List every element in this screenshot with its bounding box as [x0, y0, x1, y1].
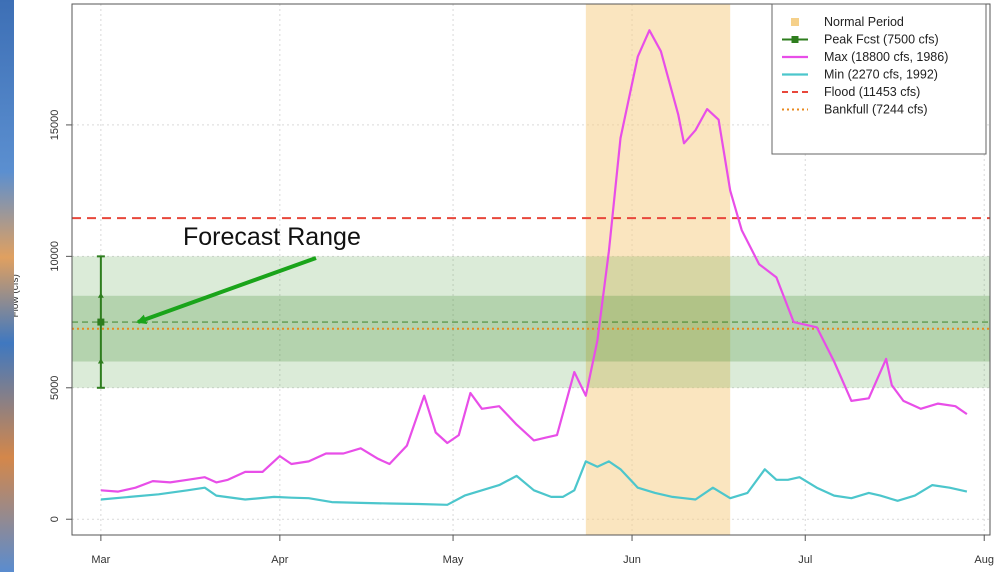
x-tick-label-0: Mar — [91, 554, 110, 566]
slide-background-edge — [0, 0, 14, 572]
series-line-1 — [100, 460, 968, 506]
x-tick-label-3: Jun — [623, 554, 641, 566]
normal-period-band — [585, 4, 731, 535]
y-tick-label-3: 15000 — [49, 110, 61, 141]
legend-box — [771, 3, 987, 155]
legend-label-5: Bankfull (7244 cfs) — [824, 103, 928, 117]
peak-range-tick-1 — [97, 292, 104, 298]
y-tick-label-1: 5000 — [49, 376, 61, 400]
peak-forecast-point — [97, 318, 105, 326]
legend-label-1: Peak Fcst (7500 cfs) — [824, 33, 939, 47]
legend-key-normal-period — [791, 18, 799, 26]
x-tick-label-2: May — [443, 554, 464, 566]
legend-label-2: Max (18800 cfs, 1986) — [824, 50, 948, 64]
legend-key-peak-marker — [791, 36, 799, 43]
peak-range-tick-0 — [97, 358, 104, 364]
y-axis-label: Flow (cfs) — [10, 274, 21, 317]
x-tick-label-4: Jul — [798, 554, 812, 566]
plot-frame — [71, 3, 991, 536]
legend-label-0: Normal Period — [824, 15, 904, 29]
legend-label-3: Min (2270 cfs, 1992) — [824, 68, 938, 82]
x-tick-label-1: Apr — [271, 554, 288, 566]
x-tick-label-5: Aug — [974, 554, 994, 566]
series-line-0 — [100, 29, 968, 493]
forecast-range-label: Forecast Range — [183, 223, 361, 251]
y-tick-label-0: 0 — [49, 516, 61, 522]
forecast-arrow — [136, 256, 317, 324]
legend-label-4: Flood (11453 cfs) — [824, 85, 920, 99]
y-tick-label-2: 10000 — [49, 241, 61, 272]
